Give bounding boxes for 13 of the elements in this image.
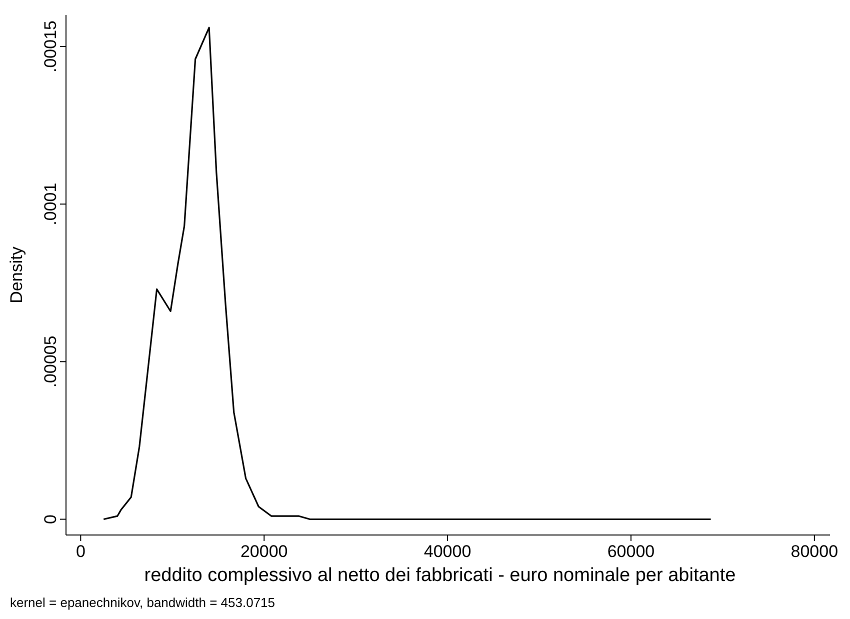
text: kernel = epanechnikov, bandwidth = 453.0715 [10, 595, 276, 610]
x-tick-label: 80000 [790, 542, 838, 561]
x-tick-label: 60000 [607, 542, 655, 561]
y-tick-label: .0001 [41, 182, 60, 226]
y-tick-label: 0 [41, 514, 60, 524]
y-tick-label: .00005 [41, 336, 60, 388]
line-series [102, 26, 712, 520]
y-axis-title: Density [7, 246, 26, 304]
x-axis-title: reddito complessivo al netto dei fabbricati - euro nominale per abitante [144, 565, 736, 586]
y-tick-label: .00015 [41, 20, 60, 73]
x-tick-label: 0 [76, 542, 86, 561]
x-tick-label: 20000 [240, 542, 288, 561]
x-tick-label: 40000 [424, 542, 472, 561]
